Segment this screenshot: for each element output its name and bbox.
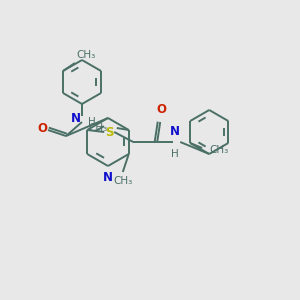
Text: O: O: [37, 122, 47, 136]
Text: N: N: [71, 112, 81, 124]
Text: H: H: [88, 117, 96, 127]
Text: CH₃: CH₃: [209, 145, 228, 155]
Text: N: N: [103, 171, 113, 184]
Text: CH₃: CH₃: [88, 123, 108, 133]
Text: S: S: [105, 125, 113, 139]
Text: N: N: [170, 125, 180, 138]
Text: H: H: [171, 149, 179, 159]
Text: CH₃: CH₃: [76, 50, 95, 60]
Text: CH₃: CH₃: [113, 176, 132, 186]
Text: O: O: [156, 103, 166, 116]
